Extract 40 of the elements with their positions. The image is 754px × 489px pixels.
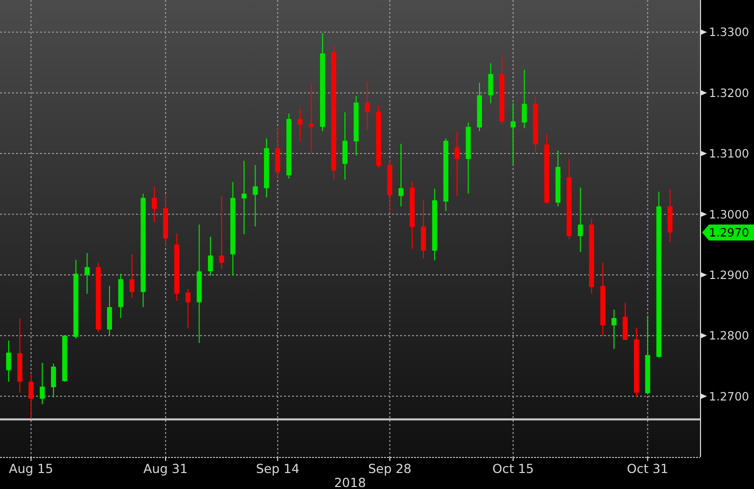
x-tick-label: Sep 28 — [368, 461, 412, 476]
candlestick — [488, 62, 494, 104]
candlestick — [308, 82, 314, 154]
y-tick-label: 1.2700 — [708, 389, 750, 404]
candlestick — [622, 302, 628, 340]
candlestick — [398, 143, 404, 207]
candlestick — [152, 186, 157, 223]
y-tick-label: 1.2900 — [708, 268, 750, 282]
x-axis-title: 2018 — [334, 475, 366, 489]
candlestick — [219, 196, 224, 270]
y-tick-label: 1.3300 — [708, 25, 750, 40]
candlestick — [242, 160, 247, 235]
candlestick — [6, 340, 12, 382]
candlestick — [578, 187, 583, 252]
x-tick-label: Oct 15 — [492, 461, 534, 476]
candlestick — [454, 131, 460, 197]
candlestick — [252, 164, 258, 227]
candlestick — [107, 285, 112, 336]
candlestick — [129, 254, 134, 298]
candlestick — [510, 102, 516, 165]
y-tick-label: 1.2800 — [708, 328, 750, 343]
y-tick-label: 1.3200 — [708, 86, 750, 100]
candlestick — [186, 288, 191, 329]
x-tick-label: Oct 31 — [626, 461, 668, 476]
candlestick — [342, 112, 348, 180]
candlestick — [364, 80, 370, 130]
candlestick — [40, 362, 45, 405]
x-tick-label: Aug 15 — [8, 461, 54, 476]
candlestick — [522, 69, 527, 129]
x-tick-label: Sep 14 — [256, 461, 300, 476]
candlestick — [298, 108, 303, 142]
candlestick — [208, 236, 213, 276]
candlestick — [612, 309, 617, 350]
y-tick-label: 1.3000 — [708, 207, 750, 222]
x-tick-label: Aug 31 — [143, 461, 188, 476]
candlestick — [50, 363, 56, 398]
candlestick — [28, 372, 34, 420]
text: 1.2970 — [708, 225, 750, 240]
candlestick — [84, 252, 90, 294]
y-tick-label: 1.3100 — [708, 146, 750, 161]
